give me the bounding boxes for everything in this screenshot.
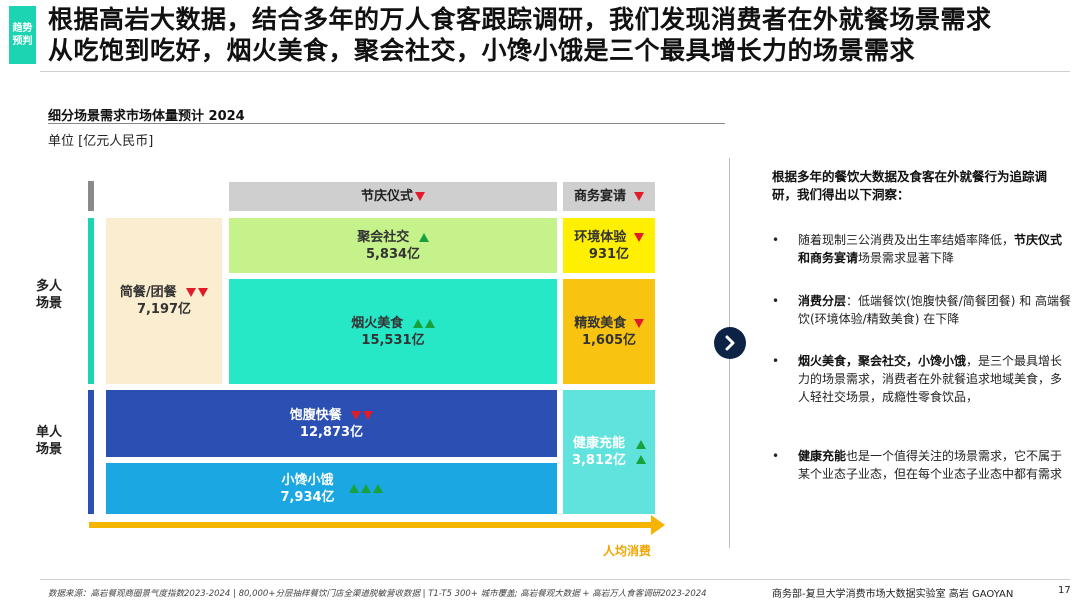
cell-social-name: 聚会社交	[357, 229, 410, 245]
up-arrow-icon	[424, 318, 435, 328]
footer-org: 商务部-复旦大学消费市场大数据实验室 高岩 GAOYAN	[772, 589, 1014, 600]
unit-label: 单位 [亿元人民币]	[48, 134, 154, 149]
row-label-single: 单人 场景	[36, 424, 62, 458]
cell-full-fastfood-name: 饱腹快餐	[289, 407, 342, 423]
header-business: 商务宴请	[563, 182, 655, 211]
footer-divider	[40, 579, 1070, 580]
page-number: 17	[1058, 585, 1071, 596]
cell-fire-food-value: 15,531亿	[361, 332, 425, 348]
cell-social: 聚会社交 5,834亿	[229, 218, 557, 273]
cell-snack-value: 7,934亿	[280, 489, 335, 505]
row-label-multi-2: 场景	[36, 296, 63, 311]
insight-1-tail: 场景需求显著下降	[858, 251, 955, 265]
section-tag-line1: 趋势	[12, 23, 33, 34]
down-arrow-icon	[415, 192, 425, 201]
page-title-line2: 从吃饱到吃好，烟火美食，聚会社交，小馋小饿是三个最具增长力的场景需求	[48, 36, 916, 65]
down-arrow-icon	[634, 192, 644, 201]
cell-snack: 小馋小饿 7,934亿	[106, 463, 557, 514]
single-sidebar	[88, 390, 94, 514]
chevron-right-icon	[714, 327, 746, 359]
footer-source: 数据来源：高岩餐观商圈景气度指数2023-2024 | 80,000+分层抽样餐…	[48, 589, 707, 599]
row-label-multi-1: 多人	[36, 279, 63, 294]
insight-1-bold: 节庆仪式和商务宴请	[798, 233, 1063, 265]
cell-fine-food-name: 精致美食	[574, 315, 627, 331]
axis-label: 人均消费	[603, 544, 652, 558]
insight-3-text: ，是三个最具增长力的场景需求，消费者在外就餐追求地域美食，多人轻社交场景，成瘾性…	[798, 354, 1063, 404]
header-business-label: 商务宴请	[573, 189, 626, 204]
down-arrow-icon	[351, 410, 362, 420]
down-arrow-icon	[363, 410, 374, 420]
page-title-line1: 根据高岩大数据，结合多年的万人食客跟踪调研，我们发现消费者在外就餐场景需求	[48, 5, 992, 34]
row-label-single-1: 单人	[36, 425, 63, 440]
up-arrow-icon	[636, 455, 647, 464]
cell-social-value: 5,834亿	[365, 246, 421, 262]
down-arrow-icon	[186, 288, 197, 297]
insight-2-bold: 消费分层	[798, 294, 847, 308]
cell-fine-food: 精致美食 1,605亿	[563, 279, 655, 384]
up-arrow-icon	[412, 318, 423, 328]
axis-arrow-line	[89, 522, 651, 528]
up-arrow-icon	[348, 484, 359, 493]
up-arrow-icon	[372, 484, 383, 493]
insight-4-text: 也是一个值得关注的场景需求，它不属于某个业态子业态，但在每个业态子业态中都有需求	[798, 449, 1063, 481]
insight-3-bold: 烟火美食，聚会社交，小馋小饿	[798, 354, 967, 368]
diagram-subtitle: 细分场景需求市场体量预计 2024	[48, 109, 245, 124]
header-sidebar	[88, 181, 94, 211]
multi-sidebar	[88, 218, 94, 384]
cell-health-name: 健康充能	[572, 436, 625, 451]
cell-health-value: 3,812亿	[571, 453, 627, 468]
insights-heading: 根据多年的餐饮大数据及食客在外就餐行为追踪调研，我们得出以下洞察：	[772, 169, 1048, 202]
bullet-icon: •	[772, 233, 780, 247]
cell-fire-food: 烟火美食 15,531亿	[229, 279, 557, 384]
cell-environment-value: 931亿	[588, 246, 630, 262]
cell-snack-name: 小馋小饿	[281, 472, 334, 488]
subtitle-divider	[48, 123, 725, 124]
cell-simple-meal: 简餐/团餐 7,197亿	[106, 218, 222, 384]
insight-2: • 消费分层：低端餐饮(饱腹快餐/简餐团餐) 和 高端餐饮(环境体验/精致美食)…	[772, 292, 1072, 328]
cell-full-fastfood-value: 12,873亿	[299, 424, 364, 440]
cell-environment-name: 环境体验	[574, 229, 627, 245]
cell-fine-food-value: 1,605亿	[581, 332, 637, 348]
up-arrow-icon	[418, 232, 429, 242]
cell-full-fastfood: 饱腹快餐 12,873亿	[106, 390, 557, 457]
bullet-icon: •	[772, 354, 780, 368]
up-arrow-icon	[636, 440, 647, 449]
insight-4: • 健康充能也是一个值得关注的场景需求，它不属于某个业态子业态，但在每个业态子业…	[772, 447, 1072, 483]
bullet-icon: •	[772, 294, 780, 308]
section-tag-line2: 预判	[12, 36, 33, 47]
header-festival-label: 节庆仪式	[360, 189, 413, 204]
row-label-multi: 多人 场景	[36, 278, 62, 312]
section-tag: 趋势 预判	[9, 6, 36, 64]
bullet-icon: •	[772, 449, 780, 463]
row-label-single-2: 场景	[36, 442, 63, 457]
down-arrow-icon	[633, 318, 644, 328]
cell-environment: 环境体验 931亿	[563, 218, 655, 273]
down-arrow-icon	[633, 232, 644, 242]
header-festival: 节庆仪式	[229, 182, 557, 211]
insight-2-text: ：低端餐饮(饱腹快餐/简餐团餐) 和 高端餐饮(环境体验/精致美食) 在下降	[798, 294, 1072, 326]
insight-1: • 随着现制三公消费及出生率结婚率降低，节庆仪式和商务宴请场景需求显著下降	[772, 231, 1072, 267]
cell-fire-food-name: 烟火美食	[351, 315, 404, 331]
insight-3: • 烟火美食，聚会社交，小馋小饿，是三个最具增长力的场景需求，消费者在外就餐追求…	[772, 352, 1072, 406]
title-divider	[40, 71, 1070, 72]
cell-health: 健康充能 3,812亿	[563, 390, 655, 514]
axis-arrow-head-icon	[651, 515, 665, 535]
insight-4-bold: 健康充能	[798, 449, 847, 463]
up-arrow-icon	[360, 484, 371, 493]
down-arrow-icon	[198, 288, 209, 297]
cell-simple-meal-value: 7,197亿	[136, 302, 192, 317]
cell-simple-meal-name: 简餐/团餐	[119, 285, 177, 300]
insight-1-text: 随着现制三公消费及出生率结婚率降低，	[798, 233, 1015, 247]
page-title: 根据高岩大数据，结合多年的万人食客跟踪调研，我们发现消费者在外就餐场景需求 从吃…	[48, 4, 1068, 66]
